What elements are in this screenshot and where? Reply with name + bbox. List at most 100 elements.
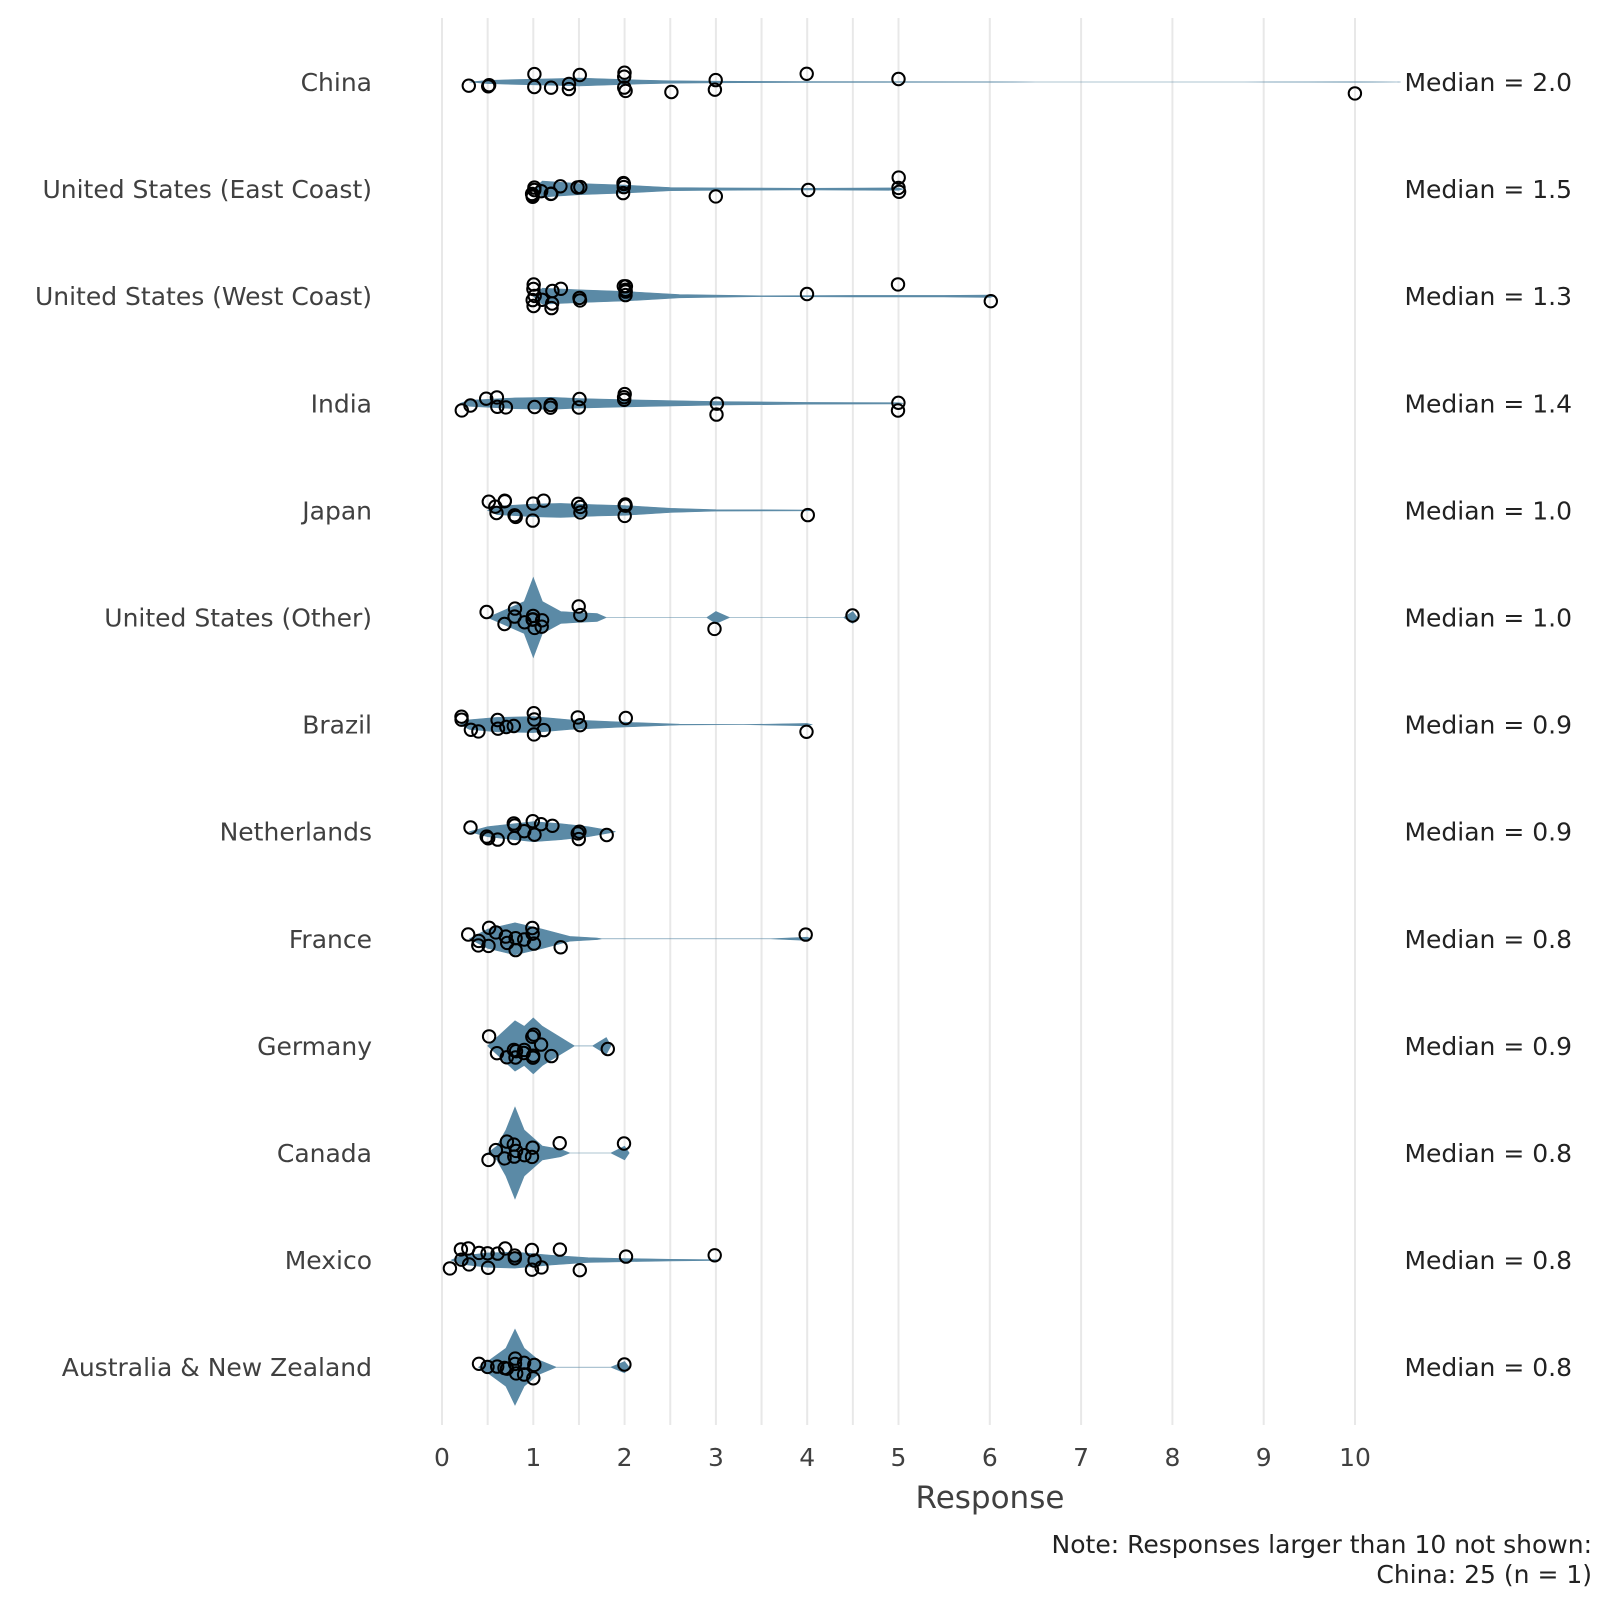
median-label: Median = 0.8 [1404,1353,1572,1382]
country-label: India [311,389,372,418]
data-point [798,927,813,942]
data-point [890,277,906,292]
note-line: Note: Responses larger than 10 not shown… [1052,1530,1592,1559]
data-point [553,179,568,194]
data-point [572,718,588,733]
data-point [516,1367,532,1382]
data-point [891,71,906,87]
data-point [524,1149,540,1165]
country-label: Japan [300,496,372,525]
data-point [461,1257,477,1272]
data-point [498,400,514,415]
data-point [509,1366,524,1381]
data-point [490,1359,505,1374]
data-point [525,1050,541,1065]
data-point [525,1029,540,1045]
median-label: Median = 0.8 [1404,925,1572,954]
violins [450,77,1401,1406]
data-point [664,84,679,100]
x-tick-label: 4 [799,1443,815,1472]
violin [487,1106,630,1200]
x-tick-label: 6 [982,1443,998,1472]
data-point [543,186,558,202]
median-labels: Median = 2.0 Median = 1.5 Median = 1.3 Medi… [1404,68,1572,1382]
violin [459,716,813,733]
data-point [617,498,632,513]
data-point [571,400,586,415]
data-point [479,391,494,406]
x-tick-label: 10 [1339,1443,1371,1472]
data-point [506,1137,521,1152]
violin [486,576,858,659]
data-point [571,599,586,614]
data-point [508,1050,523,1065]
data-point [707,621,722,637]
x-tick-label: 9 [1256,1443,1272,1472]
data-points [442,65,1363,1386]
data-point [983,294,998,309]
data-point [552,1242,568,1257]
data-point [534,613,550,628]
data-point [463,398,478,413]
data-point [471,938,486,953]
data-point [615,185,631,201]
country-label: Germany [257,1032,372,1061]
data-point [507,601,523,616]
data-point [708,72,723,88]
data-point [616,1136,632,1151]
data-point [507,508,522,523]
data-point [561,81,577,97]
data-point [525,814,540,829]
data-point [572,67,587,83]
data-point [617,508,632,524]
data-point [507,1356,523,1372]
data-point [481,831,496,846]
data-point [799,724,814,739]
x-tick-label: 7 [1073,1443,1089,1472]
data-point [618,710,633,726]
data-point [617,69,632,84]
data-point [488,1142,504,1158]
data-point [526,1371,541,1386]
data-point [525,1140,540,1155]
median-label: Median = 0.8 [1404,1246,1572,1275]
data-point [480,1359,495,1375]
data-point [525,513,540,528]
data-point [526,281,541,297]
data-point [461,78,476,93]
data-point [891,170,906,185]
country-label: Netherlands [220,818,372,847]
x-tick-label: 5 [891,1443,907,1472]
x-tick-label: 3 [708,1443,724,1472]
data-point [507,1251,522,1266]
data-point [708,189,723,204]
data-point [527,79,542,95]
data-point [506,718,521,734]
data-point [527,827,542,842]
median-label: Median = 1.0 [1404,604,1572,633]
data-point [500,935,515,951]
country-label: Brazil [302,711,372,740]
data-point [471,1245,487,1261]
data-point [517,1148,532,1163]
data-point [617,386,632,402]
data-point [498,929,513,944]
median-label: Median = 1.0 [1404,496,1572,525]
x-tick-labels: 0 1 2 3 4 5 6 7 8 9 10 [434,1443,1371,1472]
data-point [499,1134,515,1149]
data-point [891,180,906,196]
data-point [454,712,469,727]
data-point [508,1351,523,1366]
data-point [499,719,514,735]
data-point [561,76,577,92]
data-point [573,505,588,520]
country-label: France [289,925,372,954]
data-point [570,180,585,195]
data-point [891,395,906,410]
data-point [463,820,478,835]
data-point [618,1249,634,1264]
country-label: United States (West Coast) [35,282,372,311]
median-label: Median = 0.9 [1404,1032,1572,1061]
data-point [544,1048,559,1064]
